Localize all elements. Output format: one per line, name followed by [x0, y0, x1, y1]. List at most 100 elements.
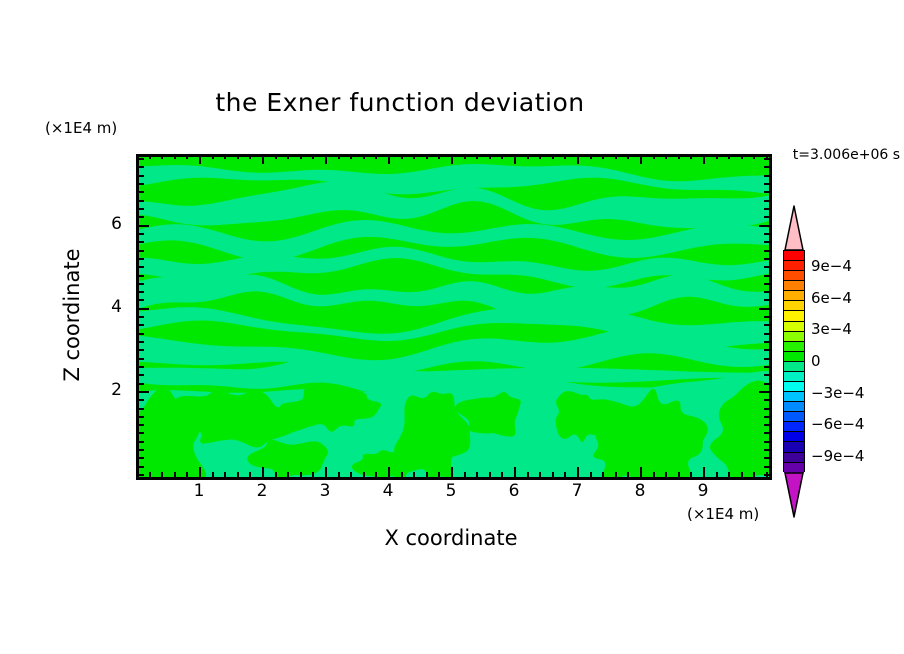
y-minor-tick — [139, 474, 144, 476]
y-minor-tick — [139, 257, 144, 260]
x-minor-tick-top — [350, 154, 353, 159]
y-minor-tick-right — [764, 407, 769, 410]
y-minor-tick-right — [764, 241, 769, 244]
x-axis-unit-label: (×1E4 m) — [687, 505, 760, 523]
x-minor-tick — [728, 472, 731, 477]
x-minor-tick — [362, 472, 365, 477]
y-minor-tick-right — [764, 274, 769, 277]
y-minor-tick — [139, 432, 144, 435]
y-minor-tick — [139, 424, 144, 427]
y-minor-tick — [139, 382, 144, 385]
x-minor-tick — [501, 472, 504, 477]
contour-band — [139, 246, 769, 289]
x-minor-tick-top — [589, 154, 592, 159]
x-minor-tick — [136, 472, 138, 477]
y-minor-tick — [139, 291, 144, 294]
y-minor-tick — [139, 174, 144, 177]
x-minor-tick-top — [274, 154, 277, 159]
x-minor-tick — [425, 472, 428, 477]
x-minor-tick-top — [526, 154, 529, 159]
y-minor-tick — [139, 158, 144, 161]
y-minor-tick — [139, 349, 144, 352]
contour-band — [139, 306, 769, 350]
contour-band — [709, 380, 769, 477]
y-tick-label: 6 — [111, 213, 122, 234]
contour-band — [139, 274, 769, 320]
y-minor-tick — [139, 199, 144, 202]
x-minor-tick-top — [299, 154, 302, 159]
x-minor-tick — [413, 472, 416, 477]
y-minor-tick-right — [764, 415, 769, 418]
colorbar-band — [784, 331, 804, 342]
y-minor-tick — [139, 449, 144, 452]
colorbar-tick-label: −6e−4 — [811, 415, 865, 434]
y-minor-tick-right — [764, 399, 769, 402]
x-minor-tick-top — [375, 154, 378, 159]
y-major-tick-right — [759, 224, 769, 227]
x-minor-tick — [148, 472, 151, 477]
x-major-tick — [703, 467, 705, 477]
y-minor-tick-right — [764, 424, 769, 427]
x-minor-tick — [589, 472, 592, 477]
y-minor-tick-right — [764, 349, 769, 352]
x-minor-tick-top — [488, 154, 491, 159]
x-major-tick-top — [199, 154, 201, 164]
x-major-tick-top — [262, 154, 264, 164]
x-minor-tick — [186, 472, 189, 477]
y-minor-tick-right — [764, 316, 769, 319]
y-minor-tick-right — [764, 174, 769, 177]
x-minor-tick-top — [337, 154, 340, 159]
colorbar-band — [784, 271, 804, 282]
x-tick-label: 6 — [508, 481, 520, 501]
y-minor-tick-right — [764, 166, 769, 169]
y-minor-tick — [139, 341, 144, 343]
y-minor-tick-right — [764, 449, 769, 452]
contour-band — [139, 356, 769, 403]
colorbar-band — [784, 382, 804, 393]
y-minor-tick — [139, 407, 144, 410]
x-minor-tick-top — [287, 154, 290, 159]
y-axis-unit-label: (×1E4 m) — [45, 119, 118, 137]
x-minor-tick-top — [400, 154, 403, 159]
x-minor-tick-top — [501, 154, 504, 159]
contour-band — [555, 391, 607, 442]
y-minor-tick-right — [764, 457, 769, 460]
y-minor-tick-right — [764, 232, 769, 235]
y-tick-label: 4 — [111, 296, 122, 317]
contour-band — [351, 450, 426, 477]
x-major-tick — [388, 467, 390, 477]
x-minor-tick — [350, 472, 353, 477]
x-tick-label: 2 — [256, 481, 268, 501]
colorbar-band — [784, 402, 804, 413]
x-minor-tick — [274, 472, 277, 477]
y-major-tick — [139, 307, 149, 310]
colorbar-band — [784, 261, 804, 272]
x-minor-tick-top — [602, 154, 605, 159]
colorbar-band — [784, 251, 804, 262]
x-minor-tick-top — [677, 154, 680, 159]
x-tick-label: 3 — [319, 481, 331, 501]
y-minor-tick-right — [764, 324, 769, 327]
y-minor-tick-right — [764, 266, 769, 269]
y-minor-tick — [139, 332, 144, 335]
colorbar-bands — [783, 250, 805, 473]
colorbar-band — [784, 281, 804, 292]
x-axis-title: X coordinate — [384, 526, 518, 550]
y-minor-tick — [139, 465, 144, 468]
y-major-tick — [139, 224, 149, 227]
colorbar-band — [784, 422, 804, 433]
x-minor-tick — [463, 472, 466, 477]
y-minor-tick-right — [764, 299, 769, 302]
y-minor-tick — [139, 299, 144, 302]
contour-band — [139, 220, 769, 261]
x-major-tick-top — [577, 154, 579, 164]
x-minor-tick-top — [753, 154, 756, 159]
x-major-tick-top — [703, 154, 705, 164]
x-minor-tick-top — [627, 154, 630, 159]
y-minor-tick — [139, 457, 144, 460]
x-minor-tick — [564, 472, 567, 477]
y-axis-title: Z coordinate — [60, 248, 84, 382]
x-minor-tick — [476, 472, 479, 477]
x-minor-tick — [614, 472, 617, 477]
